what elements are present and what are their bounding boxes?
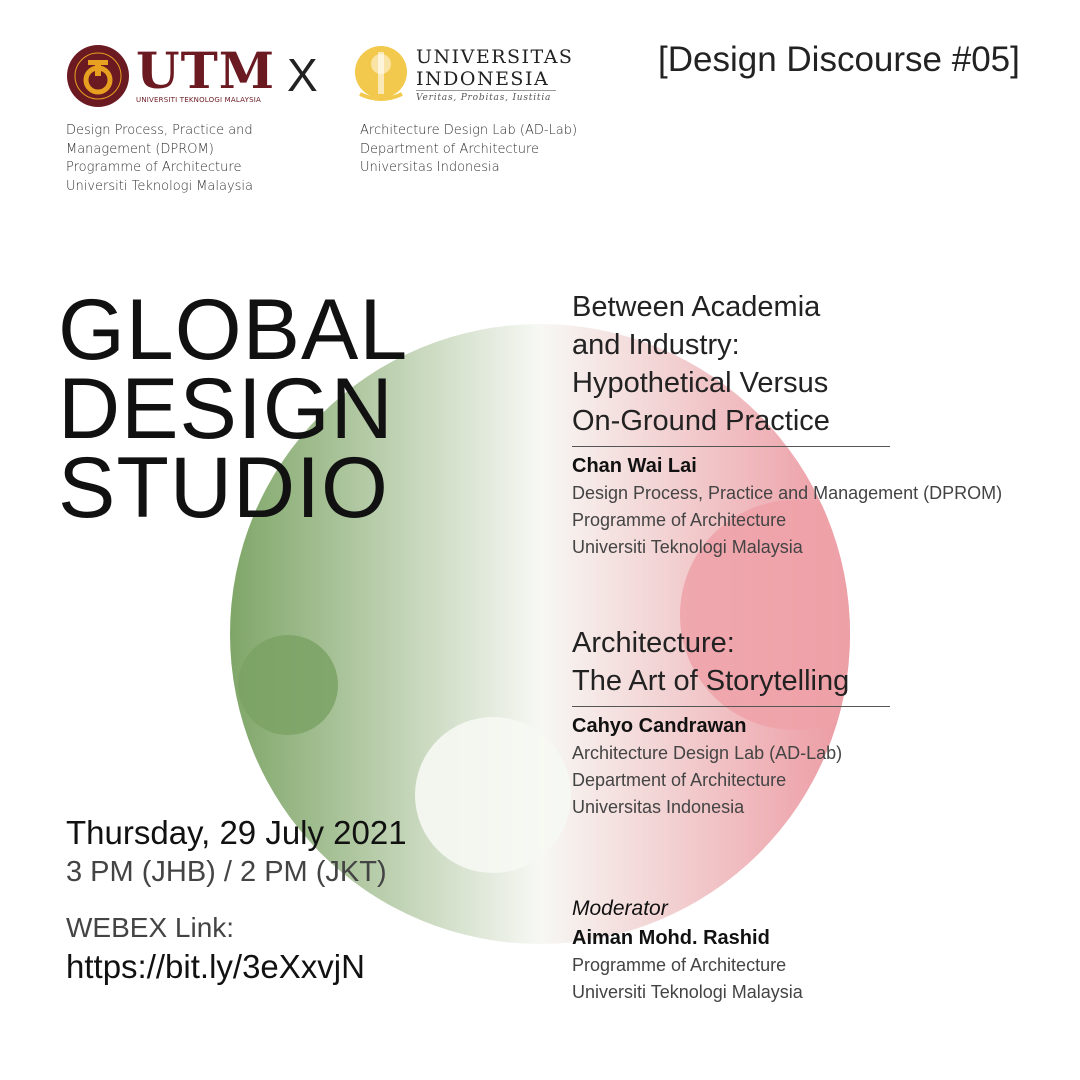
affiliation-line: Department of Architecture <box>572 770 787 790</box>
talk-title-line: The Art of Storytelling <box>572 665 850 697</box>
affiliation-line: Architecture Design Lab (AD-Lab) <box>360 123 578 138</box>
affiliation-line: Architecture Design Lab (AD-Lab) <box>572 743 843 763</box>
affiliation-line: Programme of Architecture <box>572 510 787 530</box>
series-tag: [Design Discourse #05] <box>658 40 1020 79</box>
speaker-affiliation: Architecture Design Lab (AD-Lab) Departm… <box>572 740 890 821</box>
divider <box>572 706 890 707</box>
big-gradient-circle <box>230 324 850 944</box>
green-circle <box>238 635 338 735</box>
affiliation-line: Design Process, Practice and Management … <box>572 483 1003 503</box>
talk-2: Architecture: The Art of Storytelling Ca… <box>572 624 890 821</box>
title-line: DESIGN <box>58 361 394 457</box>
moderator-label: Moderator <box>572 897 668 920</box>
speaker-affiliation: Design Process, Practice and Management … <box>572 480 1002 561</box>
ui-name-line1: UNIVERSITAS <box>416 46 574 68</box>
talk-title: Between Academia and Industry: Hypotheti… <box>572 288 1002 440</box>
affiliation-line: Universiti Teknologi Malaysia <box>572 537 803 557</box>
title-line: STUDIO <box>58 440 389 536</box>
talk-title-line: On-Ground Practice <box>572 405 830 437</box>
event-time: 3 PM (JHB) / 2 PM (JKT) <box>66 856 387 888</box>
affiliation-line: Management (DPROM) <box>66 141 214 157</box>
ui-motto: Veritas, Probitas, Iustitia <box>416 90 556 103</box>
ui-affiliation: Architecture Design Lab (AD-Lab) Departm… <box>360 122 577 178</box>
speaker-name: Chan Wai Lai <box>572 455 697 477</box>
affiliation-line: Programme of Architecture <box>66 160 242 175</box>
event-date: Thursday, 29 July 2021 <box>66 814 407 851</box>
ui-emblem-icon <box>355 46 407 101</box>
speaker-name: Cahyo Candrawan <box>572 715 747 737</box>
talk-title: Architecture: The Art of Storytelling <box>572 624 890 700</box>
moderator-name: Aiman Mohd. Rashid <box>572 927 770 949</box>
talk-1: Between Academia and Industry: Hypotheti… <box>572 288 1002 561</box>
talk-title-line: Hypothetical Versus <box>572 367 829 399</box>
utm-wordmark: UTM <box>136 41 276 100</box>
collaboration-x: X <box>287 49 318 101</box>
title-line: GLOBAL <box>58 282 409 378</box>
utm-subtitle: UNIVERSITI TEKNOLOGI MALAYSIA <box>136 96 261 104</box>
utm-affiliation: Design Process, Practice and Management … <box>66 122 253 196</box>
talk-title-line: Architecture: <box>572 627 735 659</box>
utm-logo: UTM UNIVERSITI TEKNOLOGI MALAYSIA <box>66 44 274 112</box>
link-label: WEBEX Link: <box>66 912 235 943</box>
affiliation-line: Universitas Indonesia <box>572 797 745 817</box>
affiliation-line: Universiti Teknologi Malaysia <box>66 178 253 194</box>
affiliation-line: Design Process, Practice and <box>66 123 253 138</box>
white-circle <box>415 717 571 873</box>
ui-name-line2: INDONESIA <box>416 68 550 90</box>
webex-link[interactable]: https://bit.ly/3eXxvjN <box>66 948 365 985</box>
ui-logo: UNIVERSITAS INDONESIA Veritas, Probitas,… <box>352 42 572 110</box>
affiliation-line: Universiti Teknologi Malaysia <box>572 982 803 1002</box>
moderator-affiliation: Programme of Architecture Universiti Tek… <box>572 952 803 1006</box>
divider <box>572 446 890 447</box>
talk-title-line: and Industry: <box>572 329 740 361</box>
event-info: Thursday, 29 July 2021 3 PM (JHB) / 2 PM… <box>66 812 407 988</box>
affiliation-line: Programme of Architecture <box>572 955 787 975</box>
pink-circle <box>680 500 850 730</box>
talk-title-line: Between Academia <box>572 291 821 323</box>
affiliation-line: Department of Architecture <box>360 141 540 157</box>
utm-emblem-icon <box>67 45 129 107</box>
moderator: Moderator Aiman Mohd. Rashid Programme o… <box>572 894 803 1006</box>
affiliation-line: Universitas Indonesia <box>360 160 500 175</box>
event-title: GLOBAL DESIGN STUDIO <box>58 282 409 536</box>
